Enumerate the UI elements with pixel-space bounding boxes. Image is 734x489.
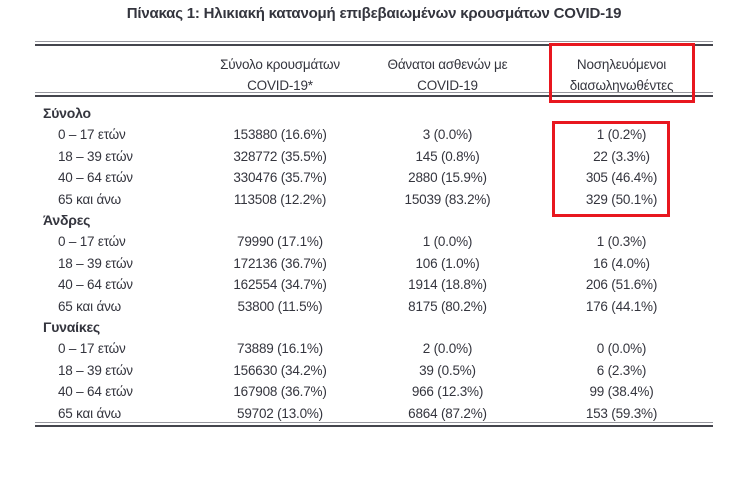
cases-value: 53800 (11.5%) (237, 298, 323, 314)
deaths-value: 966 (12.3%) (411, 384, 484, 400)
deaths-value: 39 (0.5%) (419, 362, 476, 378)
age-label: 40 – 64 ετών (58, 277, 133, 293)
deaths-value: 15039 (83.2%) (404, 191, 491, 207)
column-header-text: Σύνολο κρουσμάτων (220, 57, 340, 72)
deaths-value: 106 (1.0%) (415, 255, 480, 271)
intubated-value: 1 (0.3%) (596, 234, 647, 250)
highlight-box-intubated-totals (552, 121, 670, 217)
table-row: 0 – 17 ετών 73889 (16.1%) 2 (0.0%) 0 (0.0%) (35, 338, 713, 360)
table-row: 0 – 17 ετών 79990 (17.1%) 1 (0.0%) 1 (0.3%) (35, 231, 713, 253)
intubated-value: 0 (0.0%) (596, 341, 647, 357)
cases-value: 59702 (13.0%) (237, 405, 323, 421)
deaths-value: 1914 (18.8%) (408, 277, 487, 293)
cases-value: 330476 (35.7%) (233, 170, 327, 186)
cases-value: 162554 (34.7%) (233, 277, 327, 293)
table-header-rule (35, 92, 713, 97)
intubated-value: 1 (0.2%) (596, 127, 647, 143)
table-row: 40 – 64 ετών 330476 (35.7%) 2880 (15.9%) 30… (35, 167, 713, 189)
intubated-value: 153 (59.3%) (585, 405, 658, 421)
section-label: Σύνολο (43, 105, 91, 121)
cases-value: 113508 (12.2%) (233, 191, 327, 207)
cases-value: 328772 (35.5%) (233, 148, 327, 164)
table-row: 65 και άνω 59702 (13.0%) 6864 (87.2%) 153 (… (35, 403, 713, 425)
section-label: Άνδρες (43, 212, 91, 228)
intubated-value: 16 (4.0%) (593, 255, 650, 271)
deaths-value: 6864 (87.2%) (408, 405, 487, 421)
intubated-value: 22 (3.3%) (593, 148, 650, 164)
deaths-value: 1 (0.0%) (422, 234, 473, 250)
intubated-value: 305 (46.4%) (585, 170, 658, 186)
cases-value: 79990 (17.1%) (237, 234, 323, 250)
cases-value: 153880 (16.6%) (233, 127, 327, 143)
age-label: 65 και άνω (58, 405, 122, 421)
column-header-text: COVID-19 (417, 78, 478, 93)
table-row: 0 – 17 ετών 153880 (16.6%) 3 (0.0%) 1 (0.2%… (35, 124, 713, 146)
highlight-box-intubated-header (549, 43, 695, 103)
cases-value: 172136 (36.7%) (233, 255, 327, 271)
table-row: 18 – 39 ετών 328772 (35.5%) 145 (0.8%) 22 (… (35, 146, 713, 168)
column-header: Σύνολο κρουσμάτων COVID-19* (195, 54, 365, 96)
table-row: 40 – 64 ετών 162554 (34.7%) 1914 (18.8%) 20… (35, 274, 713, 296)
deaths-value: 3 (0.0%) (422, 127, 473, 143)
table-row: 40 – 64 ετών 167908 (36.7%) 966 (12.3%) 99 … (35, 381, 713, 403)
table-title: Πίνακας 1: Ηλικιακή κατανομή επιβεβαιωμέ… (126, 5, 622, 22)
intubated-value: 99 (38.4%) (589, 384, 654, 400)
intubated-value: 206 (51.6%) (585, 277, 658, 293)
table-top-rule (35, 41, 713, 46)
intubated-value: 176 (44.1%) (585, 298, 658, 314)
age-label: 40 – 64 ετών (58, 170, 133, 186)
column-header-text: Θάνατοι ασθενών με (387, 57, 508, 72)
age-label: 65 και άνω (58, 298, 122, 314)
intubated-value: 6 (2.3%) (596, 362, 647, 378)
column-header: Θάνατοι ασθενών με COVID-19 (365, 54, 530, 96)
deaths-value: 145 (0.8%) (415, 148, 480, 164)
age-label: 18 – 39 ετών (58, 255, 133, 271)
cases-value: 167908 (36.7%) (233, 384, 327, 400)
age-label: 0 – 17 ετών (58, 127, 126, 143)
table-row: 65 και άνω 53800 (11.5%) 8175 (80.2%) 176 (… (35, 296, 713, 318)
column-header-text: διασωληνωθέντες (569, 78, 674, 93)
column-header-text: COVID-19* (247, 78, 313, 93)
table-header-row: Σύνολο κρουσμάτων COVID-19* Θάνατοι ασθενώ… (35, 54, 713, 96)
table-row: 65 και άνω 113508 (12.2%) 15039 (83.2%) 329… (35, 189, 713, 211)
age-label: 18 – 39 ετών (58, 362, 133, 378)
deaths-value: 2880 (15.9%) (408, 170, 487, 186)
table-row: 18 – 39 ετών 156630 (34.2%) 39 (0.5%) 6 (2.… (35, 360, 713, 382)
deaths-value: 8175 (80.2%) (408, 298, 487, 314)
section-label: Γυναίκες (43, 319, 100, 335)
age-label: 0 – 17 ετών (58, 234, 126, 250)
table-body: Σύνολο 0 – 17 ετών 153880 (16.6%) 3 (0.0%) 1… (35, 103, 713, 424)
column-header: Νοσηλευόμενοι διασωληνωθέντες (530, 54, 713, 96)
deaths-value: 2 (0.0%) (422, 341, 473, 357)
cases-value: 73889 (16.1%) (237, 341, 323, 357)
column-header (35, 54, 195, 96)
cases-value: 156630 (34.2%) (233, 362, 327, 378)
intubated-value: 329 (50.1%) (585, 191, 658, 207)
table-bottom-rule (35, 422, 713, 427)
table-row: 18 – 39 ετών 172136 (36.7%) 106 (1.0%) 16 (… (35, 253, 713, 275)
age-label: 18 – 39 ετών (58, 148, 133, 164)
age-label: 0 – 17 ετών (58, 341, 126, 357)
age-label: 40 – 64 ετών (58, 384, 133, 400)
column-header-text: Νοσηλευόμενοι (576, 57, 667, 72)
age-label: 65 και άνω (58, 191, 122, 207)
